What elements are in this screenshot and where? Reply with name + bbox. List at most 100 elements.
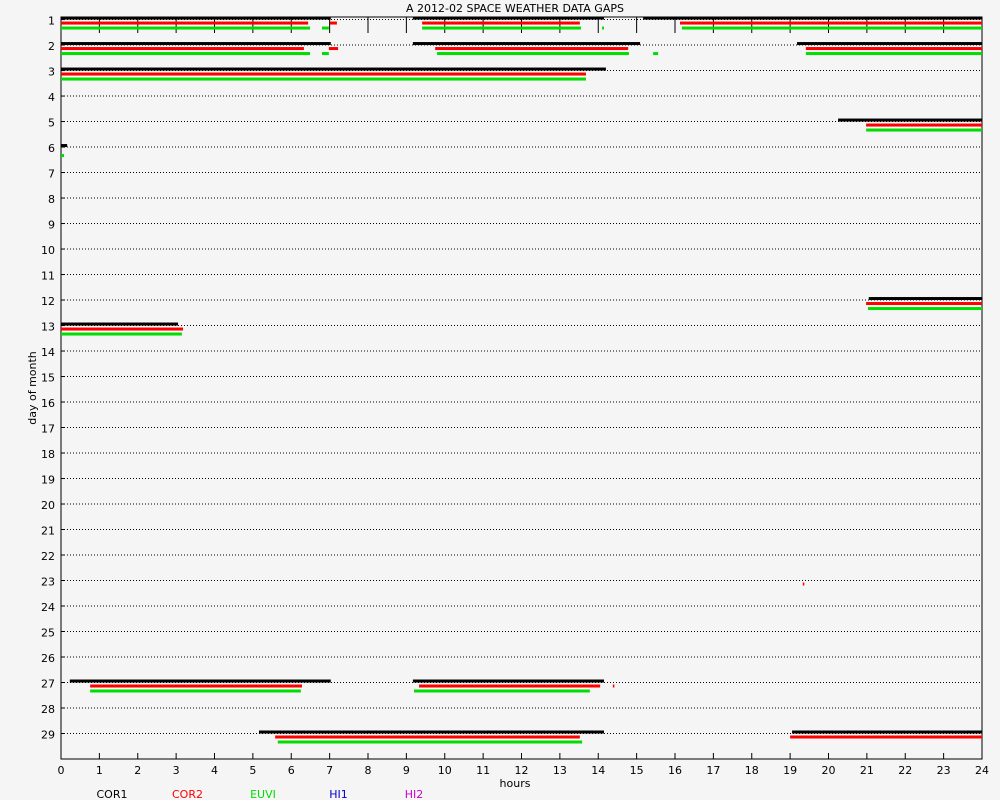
gap-bar: [866, 123, 982, 127]
gap-bar: [792, 730, 982, 734]
x-tick-label: 16: [668, 764, 682, 777]
y-tick-label: 4: [48, 91, 55, 104]
y-tick-label: 19: [41, 474, 55, 487]
x-tick-label: 15: [630, 764, 644, 777]
y-tick-label: 24: [41, 601, 55, 614]
y-tick-label: 8: [48, 193, 55, 206]
gap-bar: [868, 297, 982, 301]
gap-bar: [866, 302, 982, 306]
y-tick-label: 11: [41, 270, 55, 283]
y-tick-label: 13: [41, 321, 55, 334]
x-tick-label: 10: [438, 764, 452, 777]
gap-bar: [61, 16, 331, 20]
gap-bar: [797, 42, 982, 46]
y-tick-label: 1: [48, 15, 55, 28]
gap-bar: [412, 16, 605, 20]
y-tick-label: 6: [48, 142, 55, 155]
gap-bar: [275, 735, 580, 739]
x-tick-label: 18: [745, 764, 759, 777]
y-tick-label: 2: [48, 40, 55, 53]
gap-bar: [437, 52, 629, 56]
gap-bar: [679, 21, 982, 25]
y-tick-label: 14: [41, 346, 55, 359]
gap-bar: [61, 42, 331, 46]
gap-bar: [412, 42, 641, 46]
x-tick-label: 13: [553, 764, 567, 777]
y-tick-label: 22: [41, 550, 55, 563]
x-tick-label: 17: [706, 764, 720, 777]
y-tick-label: 20: [41, 499, 55, 512]
gap-bar: [602, 26, 605, 30]
gap-bar: [61, 77, 586, 81]
x-tick-label: 9: [403, 764, 410, 777]
gap-bar: [681, 26, 982, 30]
y-tick-label: 28: [41, 703, 55, 716]
y-axis-label: day of month: [26, 351, 39, 425]
x-tick-label: 1: [96, 764, 103, 777]
y-tick-label: 15: [41, 372, 55, 385]
x-tick-label: 0: [58, 764, 65, 777]
gap-bar: [61, 327, 184, 331]
gap-bar: [259, 730, 605, 734]
gap-bar: [790, 735, 982, 739]
x-tick-label: 12: [515, 764, 529, 777]
gap-bar: [802, 582, 805, 586]
gap-bar: [61, 47, 304, 51]
x-tick-label: 2: [134, 764, 141, 777]
x-tick-label: 22: [898, 764, 912, 777]
y-tick-label: 3: [48, 66, 55, 79]
x-tick-label: 4: [211, 764, 218, 777]
gap-bar: [321, 52, 329, 56]
y-tick-label: 26: [41, 652, 55, 665]
gap-bar: [61, 322, 179, 326]
gap-bar: [90, 689, 301, 693]
y-tick-label: 9: [48, 219, 55, 232]
gap-bar: [414, 689, 590, 693]
gap-bar: [61, 154, 65, 158]
gap-bar: [412, 679, 605, 683]
gap-bar: [612, 684, 615, 688]
y-tick-label: 23: [41, 576, 55, 589]
gap-bar: [653, 52, 659, 56]
gap-bar: [90, 684, 302, 688]
y-tick-label: 27: [41, 678, 55, 691]
y-tick-label: 12: [41, 295, 55, 308]
y-tick-label: 5: [48, 117, 55, 130]
x-tick-label: 7: [326, 764, 333, 777]
gap-bar: [805, 52, 982, 56]
y-tick-label: 16: [41, 397, 55, 410]
gap-bar: [61, 72, 586, 76]
gap-bar: [61, 144, 68, 148]
legend-label: HI2: [405, 788, 424, 800]
gap-bar: [422, 21, 580, 25]
legend-label: EUVI: [250, 788, 276, 800]
gap-bar: [69, 679, 331, 683]
gap-bar: [321, 26, 329, 30]
legend-label: HI1: [329, 788, 348, 800]
gap-bar: [805, 47, 982, 51]
x-tick-label: 19: [783, 764, 797, 777]
y-tick-label: 25: [41, 627, 55, 640]
x-tick-label: 11: [476, 764, 490, 777]
x-tick-label: 24: [975, 764, 989, 777]
gap-bar: [61, 26, 311, 30]
x-tick-label: 14: [591, 764, 605, 777]
gap-bar: [866, 128, 982, 132]
x-tick-label: 20: [822, 764, 836, 777]
gap-bar: [61, 332, 182, 336]
y-tick-label: 29: [41, 729, 55, 742]
y-tick-label: 17: [41, 423, 55, 436]
gap-bar: [422, 26, 581, 30]
x-tick-label: 5: [249, 764, 256, 777]
gap-bar: [419, 684, 601, 688]
x-axis-label: hours: [500, 777, 531, 790]
gap-bar: [277, 740, 583, 744]
x-tick-label: 8: [365, 764, 372, 777]
gap-bar: [435, 47, 629, 51]
x-tick-label: 23: [937, 764, 951, 777]
legend-label: COR1: [97, 788, 128, 800]
y-tick-label: 21: [41, 525, 55, 538]
chart-title: A 2012-02 SPACE WEATHER DATA GAPS: [406, 2, 624, 15]
